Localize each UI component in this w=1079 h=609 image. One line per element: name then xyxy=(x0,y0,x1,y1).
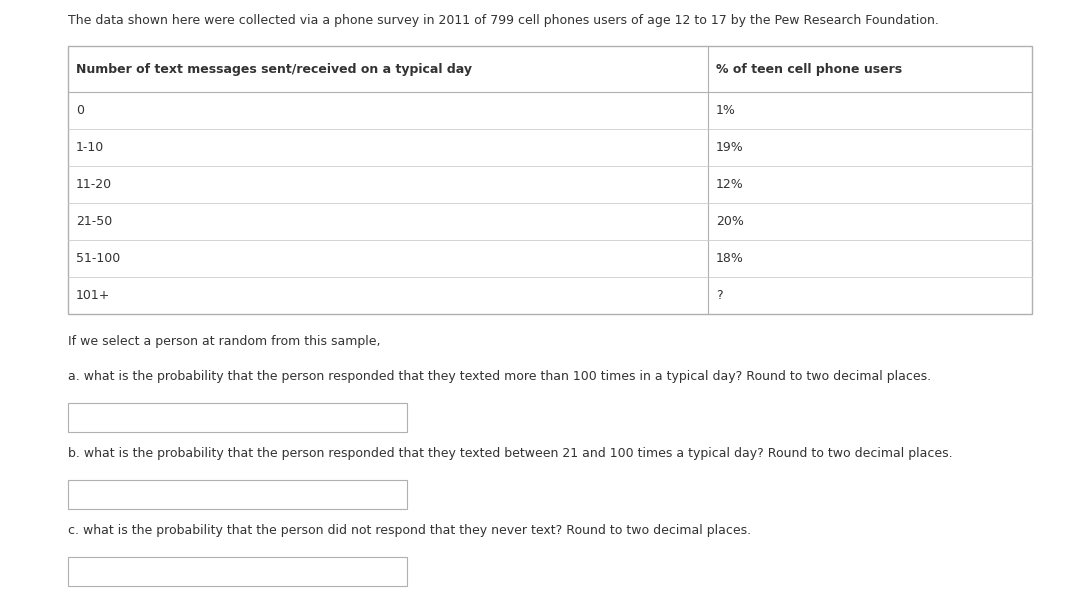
Text: 1-10: 1-10 xyxy=(76,141,105,154)
Text: 51-100: 51-100 xyxy=(76,252,120,265)
Bar xyxy=(68,480,407,509)
Text: 18%: 18% xyxy=(716,252,745,265)
Text: If we select a person at random from this sample,: If we select a person at random from thi… xyxy=(68,335,381,348)
Text: ?: ? xyxy=(716,289,723,302)
Text: 20%: 20% xyxy=(716,215,745,228)
Text: 1%: 1% xyxy=(716,104,736,117)
Text: The data shown here were collected via a phone survey in 2011 of 799 cell phones: The data shown here were collected via a… xyxy=(68,14,939,27)
Text: 21-50: 21-50 xyxy=(76,215,112,228)
Bar xyxy=(68,46,1032,314)
Text: a. what is the probability that the person responded that they texted more than : a. what is the probability that the pers… xyxy=(68,370,931,383)
Text: 19%: 19% xyxy=(716,141,743,154)
Text: 12%: 12% xyxy=(716,178,743,191)
Text: 11-20: 11-20 xyxy=(76,178,112,191)
Text: b. what is the probability that the person responded that they texted between 21: b. what is the probability that the pers… xyxy=(68,447,953,460)
Text: c. what is the probability that the person did not respond that they never text?: c. what is the probability that the pers… xyxy=(68,524,751,537)
Text: % of teen cell phone users: % of teen cell phone users xyxy=(716,63,902,76)
Text: Number of text messages sent/received on a typical day: Number of text messages sent/received on… xyxy=(76,63,472,76)
Text: 0: 0 xyxy=(76,104,84,117)
Bar xyxy=(68,557,407,586)
Bar xyxy=(68,403,407,432)
Text: 101+: 101+ xyxy=(76,289,110,302)
